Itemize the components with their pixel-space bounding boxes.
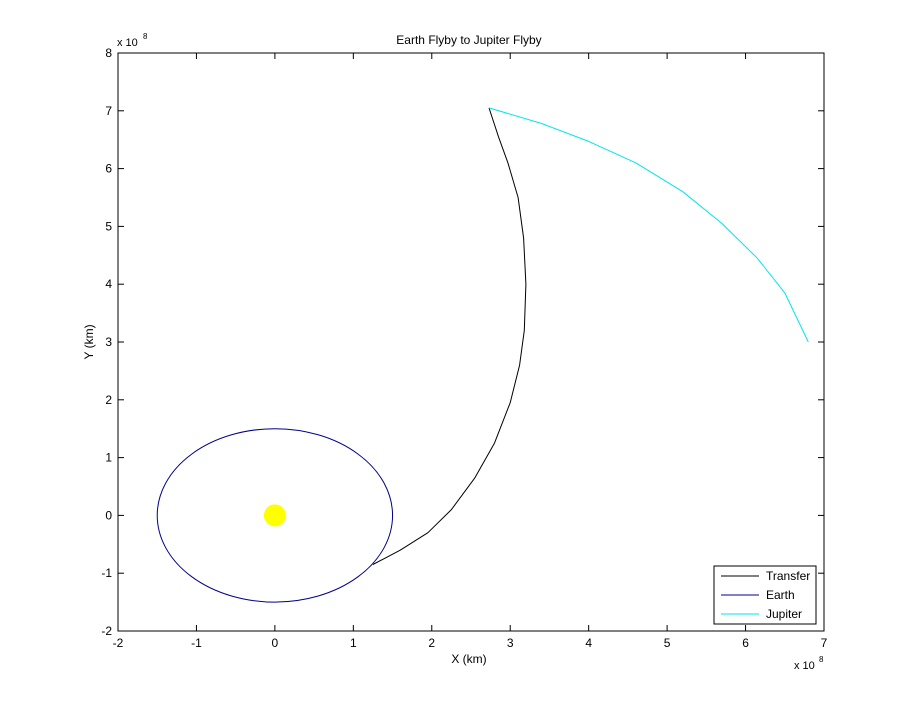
y-tick-label: 7	[105, 104, 112, 118]
x-tick-label: 6	[742, 636, 749, 650]
y-axis-multiplier-base: x 10	[117, 37, 138, 49]
plot-area: -2 -1 0 1 2 3 4 5 6 7 -2 -1 0 1 2 3 4 5 6 7 8	[101, 46, 827, 650]
y-tick-label: 8	[105, 46, 112, 60]
sun-marker	[263, 504, 286, 527]
x-tick-label: 7	[821, 636, 828, 650]
legend-label-earth: Earth	[766, 588, 795, 602]
x-tick-label: -1	[191, 636, 202, 650]
axes-box	[117, 52, 825, 632]
x-tick-label: 4	[585, 636, 592, 650]
y-tick-label: 6	[105, 162, 112, 176]
x-axis-multiplier-base: x 10	[794, 660, 815, 672]
y-tick-label: 2	[105, 393, 112, 407]
x-tick-label: 5	[664, 636, 671, 650]
x-tick-label: 3	[507, 636, 514, 650]
x-tick-label: 0	[272, 636, 279, 650]
y-tick-label: 5	[105, 219, 112, 233]
x-tick-label: -2	[113, 636, 124, 650]
y-axis-title: Y (km)	[82, 324, 96, 359]
x-axis-multiplier-power: 8	[819, 655, 824, 664]
transfer-series-line	[372, 107, 527, 565]
y-tick-label: 1	[105, 451, 112, 465]
jupiter-series-line	[488, 107, 809, 343]
x-tick-label: 1	[350, 636, 357, 650]
legend-label-transfer: Transfer	[766, 569, 810, 583]
legend-label-jupiter: Jupiter	[766, 607, 802, 621]
y-tick-label: -2	[101, 624, 112, 638]
y-tick-label: 3	[105, 335, 112, 349]
earth-orbit-line	[156, 428, 394, 603]
chart-title: Earth Flyby to Jupiter Flyby	[396, 33, 541, 47]
y-axis-multiplier-power: 8	[143, 32, 148, 41]
x-tick-label: 2	[428, 636, 435, 650]
y-tick-label: 4	[105, 277, 112, 291]
legend: Transfer Earth Jupiter	[713, 565, 817, 625]
x-axis-title: X (km)	[451, 652, 486, 666]
y-tick-label: -1	[101, 566, 112, 580]
y-tick-label: 0	[105, 508, 112, 522]
